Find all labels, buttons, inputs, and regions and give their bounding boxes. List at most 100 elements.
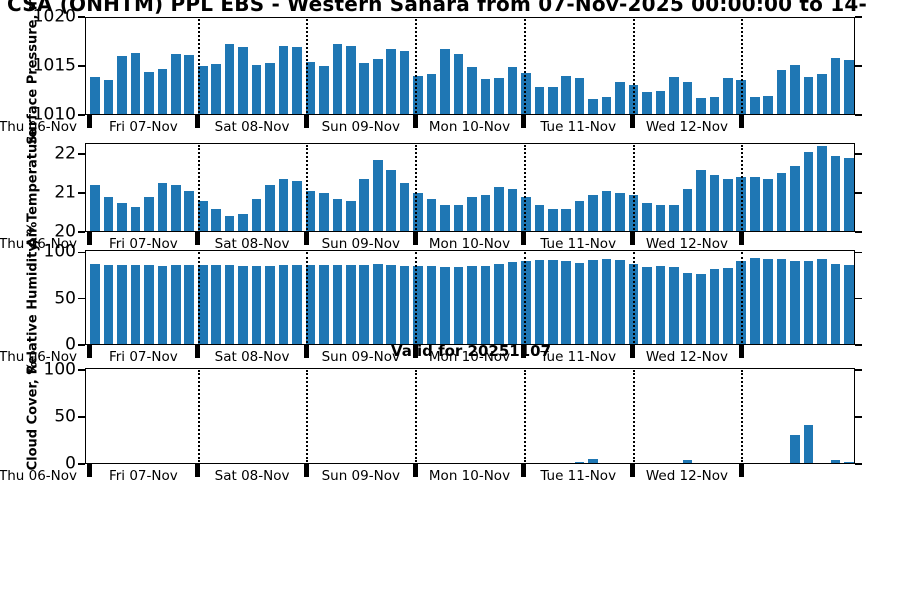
- bar: [224, 216, 235, 232]
- x-tick-label: Thu 06-Nov: [0, 119, 78, 135]
- bar: [534, 86, 545, 115]
- day-tick: [738, 114, 744, 128]
- bar: [642, 202, 652, 232]
- bar: [251, 65, 262, 115]
- bar: [372, 264, 383, 345]
- bar: [601, 191, 612, 232]
- y-tick-mark: [855, 192, 862, 194]
- bar: [130, 206, 141, 232]
- bar: [467, 196, 477, 232]
- bar: [144, 71, 154, 115]
- bar: [305, 264, 316, 345]
- bar: [346, 46, 356, 115]
- bar: [776, 258, 787, 345]
- day-gridline: [741, 19, 744, 113]
- bar: [655, 91, 666, 115]
- day-tick: [412, 463, 418, 477]
- x-tick-label: Sat 08-Nov: [214, 119, 290, 135]
- day-gridline: [306, 370, 309, 462]
- day-tick: [630, 463, 636, 477]
- x-tick-label: Mon 10-Nov: [428, 349, 511, 365]
- day-tick: [521, 463, 527, 477]
- x-tick-label: Fri 07-Nov: [108, 349, 178, 365]
- bar: [157, 266, 168, 345]
- y-tick-label: 0: [65, 334, 76, 355]
- y-tick-mark: [855, 114, 862, 116]
- x-tick-label: Mon 10-Nov: [428, 468, 511, 484]
- day-tick: [303, 231, 309, 245]
- bar: [723, 268, 733, 345]
- bar: [790, 65, 800, 115]
- day-tick: [195, 231, 201, 245]
- y-tick-mark: [855, 463, 862, 465]
- day-tick: [86, 463, 92, 477]
- bar: [332, 44, 343, 115]
- y-tick-label: 20: [54, 221, 76, 242]
- bar: [803, 260, 814, 345]
- bar: [224, 44, 235, 115]
- bar: [319, 192, 329, 232]
- bar: [615, 260, 625, 345]
- bar: [547, 86, 558, 115]
- bar: [763, 258, 773, 345]
- bar: [682, 189, 693, 232]
- bar: [467, 66, 477, 115]
- y-tick-mark: [78, 16, 85, 18]
- y-tick-label: 100: [43, 241, 76, 262]
- day-tick: [738, 231, 744, 245]
- bar: [494, 77, 504, 115]
- bar: [265, 63, 275, 115]
- day-tick: [86, 231, 92, 245]
- day-gridline: [523, 19, 526, 113]
- x-tick-label: Wed 12-Nov: [645, 119, 728, 135]
- y-tick-label: 0: [65, 453, 76, 474]
- y-tick-mark: [855, 297, 862, 300]
- bar: [144, 196, 154, 232]
- bar: [803, 151, 814, 232]
- day-gridline: [306, 145, 309, 230]
- bar: [211, 64, 221, 115]
- day-gridline: [197, 19, 200, 113]
- x-tick-label: Thu 06-Nov: [0, 349, 78, 365]
- bar: [413, 75, 423, 115]
- bar: [588, 194, 598, 232]
- day-tick: [412, 231, 418, 245]
- day-tick: [303, 463, 309, 477]
- bar: [588, 260, 598, 345]
- bar: [184, 55, 195, 115]
- bar: [561, 261, 572, 345]
- bar: [440, 49, 450, 115]
- x-tick-label: Sun 09-Nov: [321, 468, 400, 484]
- day-tick: [738, 344, 744, 358]
- bar: [117, 202, 127, 232]
- bar: [292, 181, 302, 232]
- day-gridline: [306, 19, 309, 113]
- bar: [561, 208, 572, 232]
- bar: [103, 196, 114, 232]
- bar: [359, 264, 370, 345]
- bar: [749, 177, 760, 232]
- day-gridline: [306, 252, 309, 343]
- day-gridline: [741, 370, 744, 462]
- bar: [844, 462, 854, 464]
- bar: [480, 78, 491, 115]
- day-gridline: [197, 252, 200, 343]
- bar: [790, 165, 800, 232]
- y-tick-mark: [78, 463, 85, 465]
- bar: [305, 62, 316, 115]
- bar: [117, 264, 127, 345]
- bar: [90, 185, 100, 232]
- bar: [588, 459, 598, 464]
- bar: [426, 266, 437, 345]
- bar: [130, 265, 141, 345]
- day-gridline: [523, 252, 526, 343]
- bar: [561, 75, 572, 115]
- bar: [776, 173, 787, 232]
- day-gridline: [523, 145, 526, 230]
- day-tick: [303, 344, 309, 358]
- bar: [346, 200, 356, 232]
- bar: [399, 183, 410, 232]
- subplot-cloud-cover: [85, 368, 855, 464]
- bar: [359, 63, 370, 115]
